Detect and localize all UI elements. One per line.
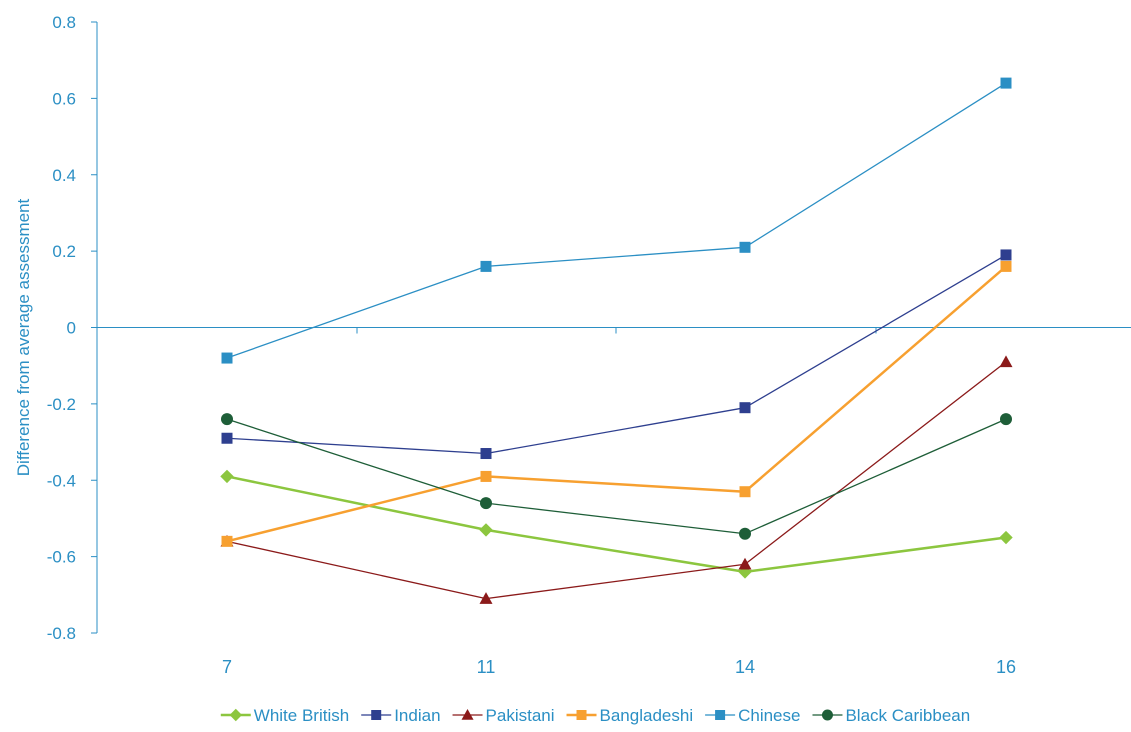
series-line — [226, 361, 1007, 600]
legend-item: Indian — [361, 706, 441, 725]
legend-marker — [461, 709, 474, 720]
y-tick-label: -0.8 — [47, 624, 76, 643]
legend-marker — [715, 710, 726, 720]
series-line — [226, 475, 1007, 574]
y-tick-label: 0.6 — [52, 89, 76, 108]
legend-marker — [229, 708, 242, 722]
series-white-british — [220, 469, 1013, 579]
legend-label: Black Caribbean — [845, 706, 970, 725]
legend-marker — [371, 710, 382, 720]
axes: 0.8 0.6 0.4 0.2 0 -0.2 -0.4 -0.6 -0.8 7 11 14 16 Diff… — [14, 13, 1131, 677]
data-point — [480, 260, 492, 272]
data-point — [739, 486, 751, 498]
legend-item: Chinese — [705, 706, 800, 725]
legend-marker — [821, 709, 833, 721]
legend-label: Pakistani — [486, 706, 555, 725]
legend-label: Indian — [394, 706, 440, 725]
series-line — [226, 265, 1007, 543]
data-point — [999, 355, 1013, 368]
series-line — [226, 82, 1007, 359]
data-point — [480, 470, 492, 482]
series-black-caribbean — [221, 413, 1012, 540]
data-point — [221, 432, 233, 444]
y-tick-label: -0.4 — [47, 471, 76, 490]
data-point — [479, 592, 493, 604]
data-point — [999, 530, 1013, 545]
series-chinese — [221, 77, 1012, 364]
data-point — [1000, 413, 1012, 426]
y-tick-label: -0.6 — [47, 548, 76, 567]
series-bangladeshi — [221, 260, 1012, 547]
series-line — [226, 418, 1007, 535]
y-tick-label: -0.2 — [47, 395, 76, 414]
x-tick-label: 14 — [735, 657, 755, 677]
data-point — [480, 497, 492, 510]
x-tick-label: 11 — [477, 657, 496, 677]
series-layer — [220, 77, 1013, 604]
x-tick-label: 16 — [996, 657, 1016, 677]
series-pakistani — [220, 355, 1013, 604]
y-tick-label: 0.8 — [52, 13, 76, 32]
y-tick-label: 0 — [67, 319, 76, 338]
legend-marker — [576, 710, 587, 720]
series-line — [226, 254, 1007, 455]
data-point — [739, 402, 751, 414]
series-indian — [221, 249, 1012, 460]
data-point — [739, 527, 751, 540]
legend-label: Bangladeshi — [600, 706, 694, 725]
data-point — [221, 535, 233, 547]
data-point — [1000, 77, 1012, 89]
data-point — [480, 448, 492, 460]
data-point — [221, 413, 233, 426]
y-tick-label: 0.2 — [52, 242, 76, 261]
data-point — [739, 241, 751, 253]
y-axis-title: Difference from average assessment — [14, 198, 33, 476]
data-point — [1000, 260, 1012, 272]
legend-item: Black Caribbean — [812, 706, 970, 725]
legend: White British Indian Pakistani Bangladeshi C… — [220, 706, 970, 725]
legend-item: White British — [220, 706, 349, 725]
data-point — [738, 557, 752, 570]
x-tick-label: 7 — [222, 657, 232, 677]
legend-label: White British — [254, 706, 349, 725]
data-point — [1000, 249, 1012, 261]
data-point — [220, 469, 234, 484]
data-point — [479, 523, 493, 537]
y-tick-label: 0.4 — [52, 166, 76, 185]
data-point — [221, 352, 233, 364]
legend-item: Pakistani — [452, 706, 555, 725]
legend-item: Bangladeshi — [566, 706, 694, 725]
legend-label: Chinese — [738, 706, 800, 725]
